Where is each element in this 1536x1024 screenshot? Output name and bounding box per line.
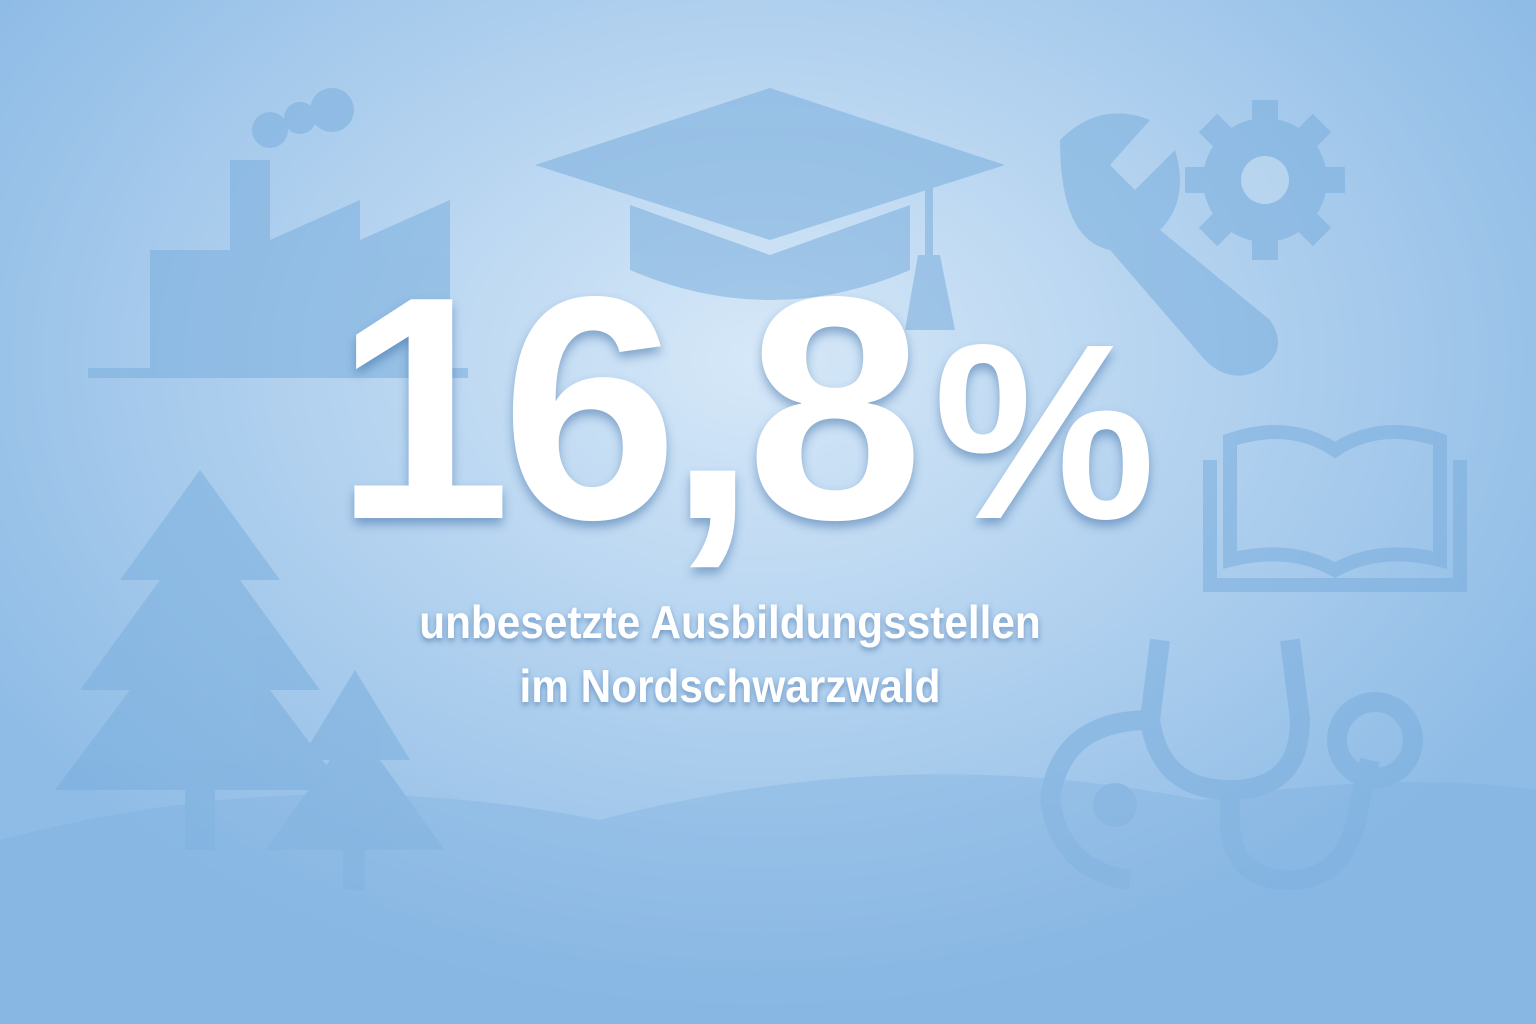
fir-tree-icon: [55, 470, 445, 890]
subtitle-line-2: im Nordschwarzwald: [519, 660, 941, 712]
gear-icon: [1185, 100, 1345, 260]
factory-icon: [88, 88, 468, 378]
graduation-cap-icon: [535, 88, 1005, 330]
headline-percentage: 16,8%: [290, 250, 1190, 568]
book-icon: [1203, 425, 1467, 592]
wrench-icon: [1060, 113, 1278, 376]
headline-unit: %: [933, 292, 1155, 571]
headline-value: 16,8: [334, 231, 923, 586]
subtitle-line-1: unbesetzte Ausbildungsstellen: [419, 596, 1041, 648]
hills: [0, 774, 1536, 1024]
stethoscope-icon: [1039, 638, 1423, 891]
